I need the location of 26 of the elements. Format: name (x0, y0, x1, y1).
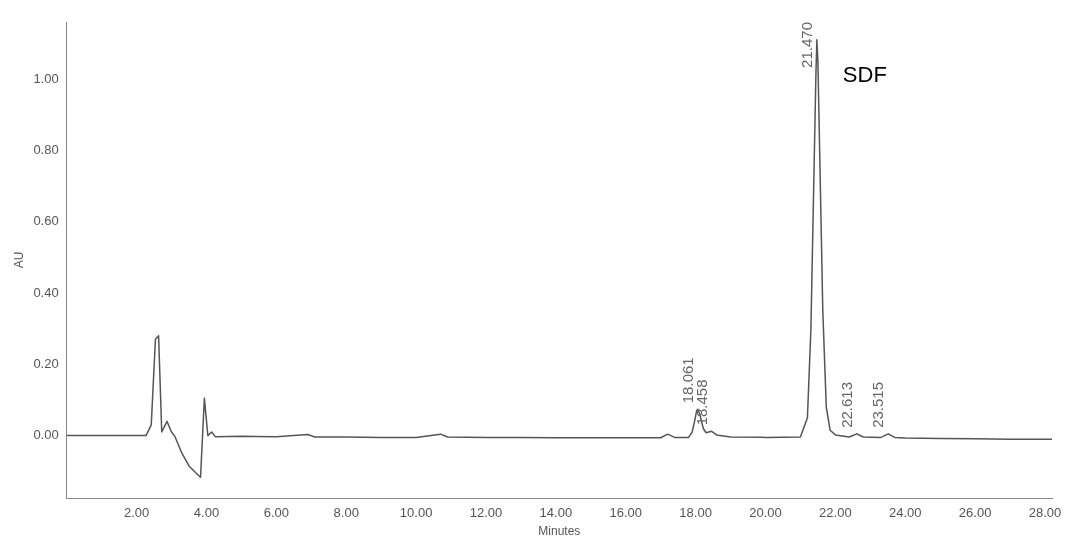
x-tick-label: 18.00 (679, 505, 712, 521)
y-tick-label: 0.60 (33, 213, 59, 229)
x-tick-label: 2.00 (123, 505, 150, 521)
y-tick-label: 0.00 (33, 427, 59, 443)
x-axis-title: Minutes (538, 524, 581, 539)
x-tick-label: 28.00 (1028, 505, 1062, 521)
annotation: 21.470 (798, 21, 815, 68)
x-tick-label: 10.00 (399, 505, 433, 521)
x-tick-label: 6.00 (263, 505, 289, 521)
y-tick-label: 0.40 (33, 284, 59, 300)
x-tick-label: 20.00 (749, 505, 782, 521)
annotation: 23.515 (869, 381, 887, 428)
y-tick-label: 0.20 (33, 355, 59, 371)
x-tick-label: 22.00 (819, 505, 852, 521)
y-axis-title: AU (11, 251, 26, 269)
annotation: SDF (842, 61, 887, 87)
x-tick-label: 16.00 (609, 505, 643, 521)
x-tick-label: 8.00 (333, 505, 359, 521)
x-tick-label: 26.00 (958, 505, 992, 521)
x-tick-label: 14.00 (539, 505, 573, 521)
y-tick-label: 0.80 (33, 141, 59, 157)
x-tick-label: 4.00 (193, 505, 220, 521)
annotation: 22.613 (837, 381, 855, 428)
y-tick-label: 1.00 (33, 70, 59, 86)
x-tick-label: 24.00 (888, 505, 922, 521)
x-tick-label: 12.00 (469, 505, 503, 521)
